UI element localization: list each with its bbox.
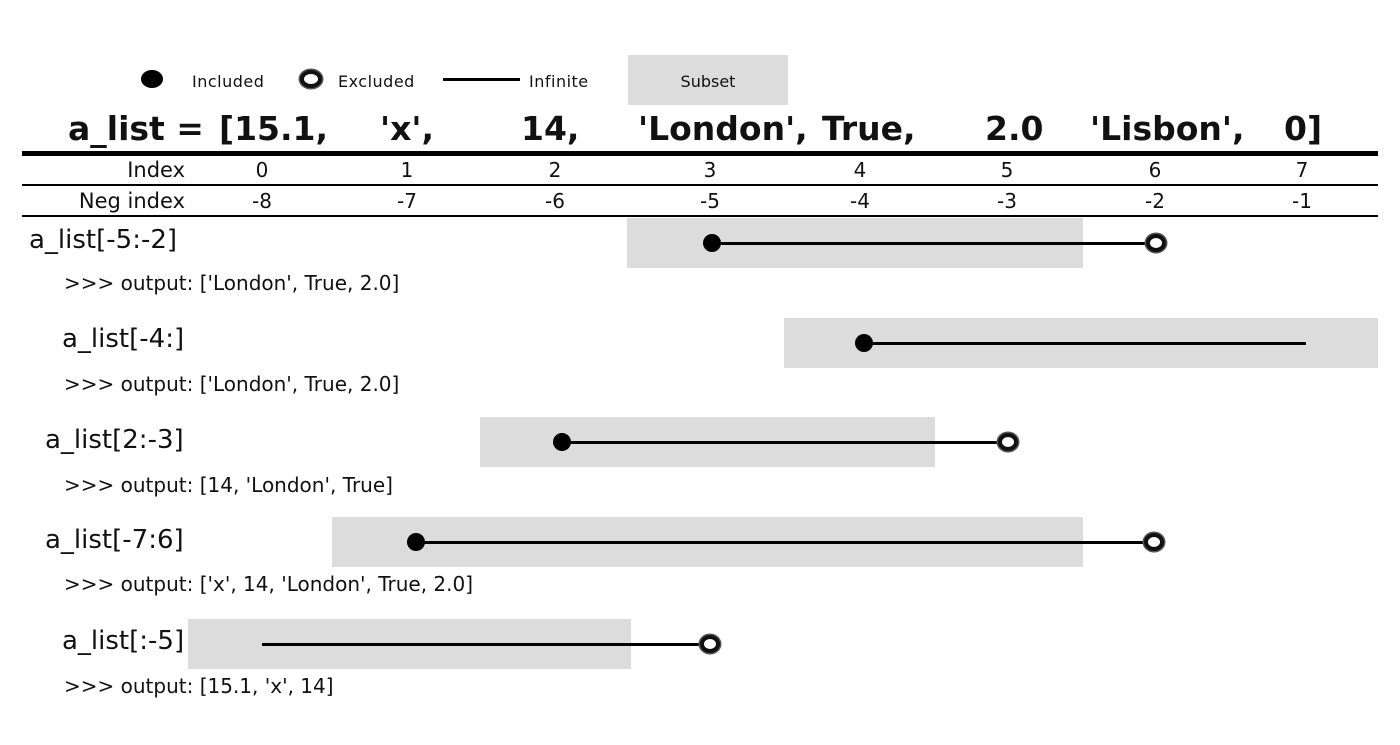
neg-index-cell: -1	[1292, 189, 1312, 213]
slice-expression: a_list[2:-3]	[45, 425, 184, 455]
legend-included-label: Included	[192, 72, 265, 91]
index-row-label: Index	[127, 158, 185, 182]
neg-index-cell: -6	[545, 189, 565, 213]
list-item-6: 'Lisbon',	[1090, 109, 1245, 148]
slice-expression: a_list[-7:6]	[45, 525, 184, 555]
subset-swatch	[628, 55, 788, 105]
neg-index-cell: -5	[700, 189, 720, 213]
slice-output: >>> output: ['London', True, 2.0]	[64, 372, 400, 396]
infinite-line-icon	[443, 78, 520, 81]
slice-range-line	[864, 342, 1306, 345]
slice-output: >>> output: ['x', 14, 'London', True, 2.…	[64, 572, 474, 596]
legend-subset-label: Subset	[680, 72, 736, 91]
slice-range-line	[262, 643, 710, 646]
list-item-7: 0]	[1284, 109, 1323, 148]
slice-range-line	[712, 242, 1156, 245]
included-marker-icon	[141, 70, 163, 88]
index-cell: 7	[1295, 158, 1309, 182]
legend-excluded-label: Excluded	[338, 72, 415, 91]
list-item-5: 2.0	[985, 109, 1044, 148]
header-rule	[22, 151, 1378, 156]
index-cell: 4	[853, 158, 867, 182]
list-item-3: 'London',	[638, 109, 808, 148]
index-cell: 1	[400, 158, 414, 182]
excluded-marker-icon	[300, 70, 322, 88]
neg-index-cell: -7	[397, 189, 417, 213]
neg-index-cell: -4	[850, 189, 870, 213]
neg-index-cell: -8	[252, 189, 272, 213]
slice-output: >>> output: [14, 'London', True]	[64, 473, 393, 497]
list-item-4: True,	[822, 109, 916, 148]
included-marker-icon	[553, 433, 571, 451]
included-marker-icon	[407, 533, 425, 551]
excluded-marker-icon	[700, 635, 720, 653]
slice-output: >>> output: ['London', True, 2.0]	[64, 271, 400, 295]
index-cell: 2	[548, 158, 562, 182]
list-item-1: 'x',	[380, 109, 435, 148]
neg-index-cell: -3	[997, 189, 1017, 213]
slice-range-line	[562, 441, 1008, 444]
index-cell: 0	[255, 158, 269, 182]
excluded-marker-icon	[1146, 234, 1166, 252]
list-name: a_list =	[68, 109, 204, 148]
neg-index-cell: -2	[1145, 189, 1165, 213]
included-marker-icon	[703, 234, 721, 252]
included-marker-icon	[855, 334, 873, 352]
index-cell: 3	[703, 158, 717, 182]
index-cell: 6	[1148, 158, 1162, 182]
index-rule	[22, 184, 1378, 186]
excluded-marker-icon	[1144, 533, 1164, 551]
index-cell: 5	[1000, 158, 1014, 182]
neg-index-row-label: Neg index	[78, 189, 185, 213]
slice-output: >>> output: [15.1, 'x', 14]	[64, 674, 334, 698]
list-item-2: 14,	[521, 109, 580, 148]
slice-expression: a_list[-4:]	[62, 324, 185, 354]
neg-index-rule	[22, 215, 1378, 217]
slice-range-line	[416, 541, 1154, 544]
list-item-0: [15.1,	[219, 109, 329, 148]
slice-expression: a_list[-5:-2]	[29, 225, 178, 255]
excluded-marker-icon	[998, 433, 1018, 451]
legend-infinite-label: Infinite	[529, 72, 589, 91]
slice-expression: a_list[:-5]	[62, 626, 185, 656]
